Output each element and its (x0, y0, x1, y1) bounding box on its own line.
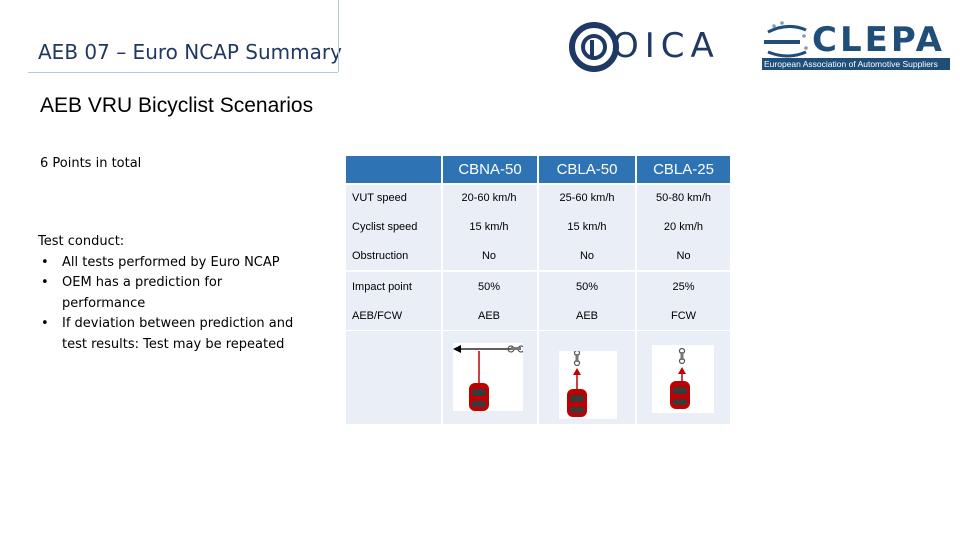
car-icon (670, 381, 690, 409)
cbna50-diagram-svg (453, 345, 525, 411)
table-header-cbna50: CBNA-50 (443, 156, 537, 183)
row-divider (346, 183, 730, 185)
cbla50-diagram-svg (567, 349, 587, 417)
scenario-diagram-cbla50 (559, 349, 617, 419)
row-label: Cyclist speed (352, 220, 418, 233)
test-conduct-heading: Test conduct: (38, 234, 125, 249)
table-cell: No (676, 249, 691, 262)
column-divider (635, 156, 637, 424)
scenario-table: CBNA-50 CBLA-50 CBLA-25 VUT speed 20-60 … (346, 156, 730, 424)
oica-logo-text: OICA (612, 26, 720, 66)
table-cell: 25% (672, 280, 695, 293)
table-cell: 50-80 km/h (655, 191, 712, 204)
arrow-up-head (573, 368, 581, 375)
header-divider (28, 72, 338, 73)
test-conduct-list: • All tests performed by Euro NCAP • OEM… (38, 253, 308, 356)
list-item: • OEM has a prediction for performance (38, 273, 308, 314)
arrow-left-head (453, 345, 461, 353)
scenario-diagram-cbna50 (453, 343, 525, 411)
list-item-text: If deviation between prediction and test… (62, 316, 294, 352)
table-cell: AEB (575, 309, 598, 322)
clepa-logo-mark (764, 21, 808, 58)
table-header-cbla50: CBLA-50 (539, 156, 635, 183)
table-cell: AEB (477, 309, 500, 322)
table-cell: 15 km/h (469, 220, 509, 233)
car-icon (469, 383, 489, 411)
header-vertical-divider (338, 0, 339, 72)
table-cell: 50% (477, 280, 501, 293)
clepa-logo-text: CLEPA (812, 20, 945, 60)
bullet-glyph: • (41, 316, 49, 331)
bullet-glyph: • (41, 275, 49, 290)
list-item-text: All tests performed by Euro NCAP (62, 254, 280, 270)
table-header-cbla25: CBLA-25 (637, 156, 730, 183)
table-cell: 15 km/h (567, 220, 607, 233)
table-cell: 20-60 km/h (461, 191, 517, 204)
table-cell: 20 km/h (663, 220, 704, 233)
bicycle-icon (678, 347, 686, 365)
slide-title: AEB VRU Bicyclist Scenarios (40, 94, 314, 117)
table-cell: 50% (575, 280, 599, 293)
column-divider (537, 156, 539, 424)
header-title: AEB 07 – Euro NCAP Summary (38, 40, 342, 64)
oica-logo-mark (569, 22, 619, 72)
list-item-text: OEM has a prediction for performance (62, 275, 223, 311)
cbla25-diagram-svg (670, 347, 690, 409)
list-item: • If deviation between prediction and te… (38, 314, 308, 355)
column-divider (441, 156, 443, 424)
bicycle-icon (573, 349, 581, 367)
scenario-diagram-cbla25 (652, 345, 714, 413)
test-conduct-block: Test conduct: • All tests performed by E… (38, 232, 308, 355)
table-cell: FCW (670, 309, 697, 322)
points-total: 6 Points in total (40, 156, 142, 171)
table-header-empty (346, 156, 441, 183)
clepa-subtitle: European Association of Automotive Suppl… (762, 58, 950, 70)
list-item: • All tests performed by Euro NCAP (38, 253, 308, 274)
arrow-up-head (678, 367, 686, 374)
car-icon (567, 389, 587, 417)
row-label: Obstruction (352, 249, 409, 262)
table-cell: No (481, 249, 497, 262)
row-label: VUT speed (352, 191, 407, 204)
bullet-glyph: • (41, 254, 49, 270)
row-label: AEB/FCW (352, 309, 403, 322)
table-cell: No (579, 249, 595, 262)
table-cell: 25-60 km/h (559, 191, 615, 204)
row-label: Impact point (352, 280, 412, 293)
